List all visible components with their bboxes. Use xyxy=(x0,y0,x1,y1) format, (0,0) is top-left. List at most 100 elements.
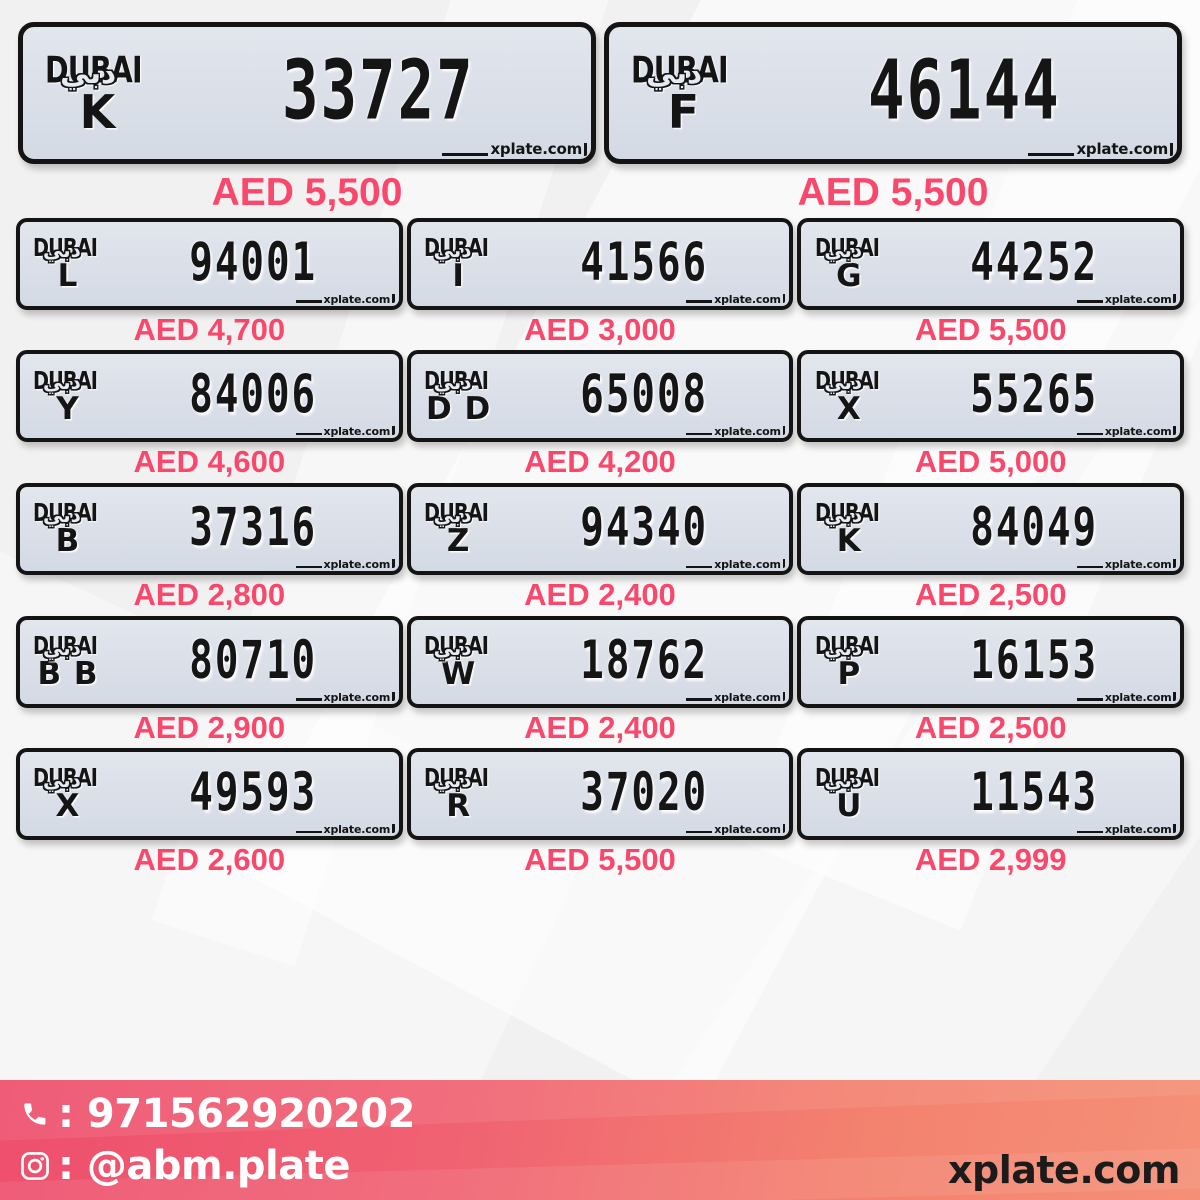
watermark-rule xyxy=(295,565,322,569)
license-plate[interactable]: DUBAI دبي K 33727 xplate.com xyxy=(18,22,596,164)
license-plate[interactable]: DUBAI دبي P 16153 xplate.com xyxy=(797,615,1184,708)
dubai-emblem-icon: DUBAI دبي xyxy=(815,633,885,660)
plate-emblem-area: DUBAI دبي Y xyxy=(20,354,116,438)
instagram-icon xyxy=(18,1149,52,1183)
watermark-rule xyxy=(686,565,713,569)
contact-instagram[interactable]: : @abm.plate xyxy=(18,1140,415,1192)
plate-number: 84006 xyxy=(189,365,318,426)
plate-watermark: xplate.com xyxy=(295,558,395,572)
plate-card[interactable]: DUBAI دبي D D 65008 xplate.com AED 4,200 xyxy=(405,350,796,479)
license-plate[interactable]: DUBAI دبي K 84049 xplate.com xyxy=(797,483,1184,576)
dubai-emblem-arabic: دبي xyxy=(42,635,81,660)
plate-number: 41566 xyxy=(580,232,708,294)
watermark-tick xyxy=(1170,143,1173,156)
contact-list: : 971562920202 : @abm.plate xyxy=(18,1088,415,1192)
dubai-emblem-arabic: دبي xyxy=(646,55,703,90)
license-plate[interactable]: DUBAI دبي U 11543 xplate.com xyxy=(797,748,1184,841)
watermark-rule xyxy=(1028,153,1075,156)
watermark-text: xplate.com xyxy=(323,823,391,837)
plate-card[interactable]: DUBAI دبي R 37020 xplate.com AED 5,500 xyxy=(405,748,796,877)
contact-phone[interactable]: : 971562920202 xyxy=(18,1088,415,1140)
dubai-emblem-latin: DUBAI xyxy=(814,764,880,793)
license-plate[interactable]: DUBAI دبي W 18762 xplate.com xyxy=(406,615,794,708)
license-plate[interactable]: DUBAI دبي Y 84006 xplate.com xyxy=(16,350,403,443)
dubai-emblem-arabic: دبي xyxy=(824,768,863,793)
plate-watermark: xplate.com xyxy=(442,142,587,159)
dubai-emblem-icon: DUBAI دبي xyxy=(45,52,150,89)
license-plate[interactable]: DUBAI دبي R 37020 xplate.com xyxy=(406,748,794,841)
license-plate[interactable]: DUBAI دبي Z 94340 xplate.com xyxy=(406,483,794,576)
plate-card[interactable]: DUBAI دبي F 46144 xplate.com AED 5,500 xyxy=(600,22,1186,214)
phone-icon xyxy=(18,1097,52,1131)
plate-card[interactable]: DUBAI دبي K 84049 xplate.com AED 2,500 xyxy=(795,483,1186,612)
license-plate[interactable]: DUBAI دبي X 49593 xplate.com xyxy=(16,748,403,841)
dubai-emblem-arabic: دبي xyxy=(42,503,81,528)
plate-card[interactable]: DUBAI دبي X 49593 xplate.com AED 2,600 xyxy=(14,748,405,877)
license-plate[interactable]: DUBAI دبي F 46144 xplate.com xyxy=(604,22,1182,164)
plate-number: 46144 xyxy=(867,41,1061,138)
dubai-emblem-arabic: دبي xyxy=(433,635,472,660)
watermark-rule xyxy=(295,300,322,303)
dubai-emblem-icon: DUBAI دبي xyxy=(423,764,494,793)
plate-code-letter: Y xyxy=(56,390,80,427)
dubai-emblem-icon: DUBAI دبي xyxy=(424,236,494,261)
license-plate[interactable]: DUBAI دبي B B 80710 xplate.com xyxy=(16,615,403,708)
license-plate[interactable]: DUBAI دبي D D 65008 xplate.com xyxy=(406,350,794,443)
featured-plate-row: DUBAI دبي K 33727 xplate.com AED 5,500 DUBAI دب… xyxy=(14,22,1186,214)
plate-price: AED 2,400 xyxy=(524,577,676,613)
plate-card[interactable]: DUBAI دبي X 55265 xplate.com AED 5,000 xyxy=(795,350,1186,479)
watermark-text: xplate.com xyxy=(1104,690,1172,704)
dubai-emblem-arabic: دبي xyxy=(824,237,863,262)
license-plate[interactable]: DUBAI دبي G 44252 xplate.com xyxy=(797,217,1184,310)
watermark-text: xplate.com xyxy=(323,558,391,572)
watermark-text: xplate.com xyxy=(714,292,781,306)
watermark-tick xyxy=(1173,691,1176,701)
plate-watermark: xplate.com xyxy=(1076,824,1176,836)
watermark-tick xyxy=(584,143,587,156)
watermark-text: xplate.com xyxy=(490,140,582,158)
plate-number: 94340 xyxy=(580,497,708,559)
plate-number-area: 33727 xplate.com xyxy=(173,27,591,159)
plate-card[interactable]: DUBAI دبي I 41566 xplate.com AED 3,000 xyxy=(405,217,796,347)
watermark-rule xyxy=(686,830,713,834)
plate-number: 37020 xyxy=(580,762,708,824)
plate-number-area: 49593 xplate.com xyxy=(116,752,399,836)
plate-price: AED 4,200 xyxy=(524,444,676,480)
plate-emblem-area: DUBAI دبي I xyxy=(411,222,507,306)
license-plate[interactable]: DUBAI دبي B 37316 xplate.com xyxy=(16,483,403,576)
dubai-emblem-arabic: دبي xyxy=(824,635,863,660)
license-plate[interactable]: DUBAI دبي X 55265 xplate.com xyxy=(797,350,1184,443)
plate-number: 94001 xyxy=(189,232,318,294)
watermark-tick xyxy=(782,824,786,834)
dubai-emblem-icon: DUBAI دبي xyxy=(815,236,885,262)
plate-price: AED 4,700 xyxy=(133,311,286,347)
plate-card[interactable]: DUBAI دبي U 11543 xplate.com AED 2,999 xyxy=(795,748,1186,877)
dubai-emblem-arabic: دبي xyxy=(42,768,81,793)
plate-card[interactable]: DUBAI دبي W 18762 xplate.com AED 2,400 xyxy=(405,615,796,745)
plate-emblem-area: DUBAI دبي R xyxy=(411,752,507,836)
plate-watermark: xplate.com xyxy=(1076,559,1176,571)
plate-price: AED 5,500 xyxy=(524,842,676,878)
dubai-emblem-arabic: دبي xyxy=(433,503,472,528)
license-plate[interactable]: DUBAI دبي L 94001 xplate.com xyxy=(16,217,403,310)
watermark-tick xyxy=(782,293,786,303)
dubai-emblem-icon: DUBAI دبي xyxy=(814,764,885,793)
plate-card[interactable]: DUBAI دبي B B 80710 xplate.com AED 2,900 xyxy=(14,615,405,745)
dubai-emblem-icon: DUBAI دبي xyxy=(424,501,494,528)
plate-card[interactable]: DUBAI دبي Z 94340 xplate.com AED 2,400 xyxy=(405,483,796,612)
plate-card[interactable]: DUBAI دبي L 94001 xplate.com AED 4,700 xyxy=(14,217,405,347)
plate-code-letter: I xyxy=(452,258,465,295)
plate-card[interactable]: DUBAI دبي K 33727 xplate.com AED 5,500 xyxy=(14,22,600,214)
plate-card[interactable]: DUBAI دبي B 37316 xplate.com AED 2,800 xyxy=(14,483,405,612)
watermark-rule xyxy=(295,830,322,834)
license-plate[interactable]: DUBAI دبي I 41566 xplate.com xyxy=(406,217,794,310)
plate-number-area: 65008 xplate.com xyxy=(507,354,790,438)
plate-card[interactable]: DUBAI دبي P 16153 xplate.com AED 2,500 xyxy=(795,615,1186,745)
watermark-tick xyxy=(782,559,786,569)
plate-number: 18762 xyxy=(580,630,708,691)
plate-card[interactable]: DUBAI دبي G 44252 xplate.com AED 5,500 xyxy=(795,217,1186,347)
dubai-emblem-latin: DUBAI xyxy=(423,764,489,793)
dubai-emblem-latin: DUBAI xyxy=(33,366,98,395)
watermark-rule xyxy=(686,698,713,701)
plate-card[interactable]: DUBAI دبي Y 84006 xplate.com AED 4,600 xyxy=(14,350,405,479)
